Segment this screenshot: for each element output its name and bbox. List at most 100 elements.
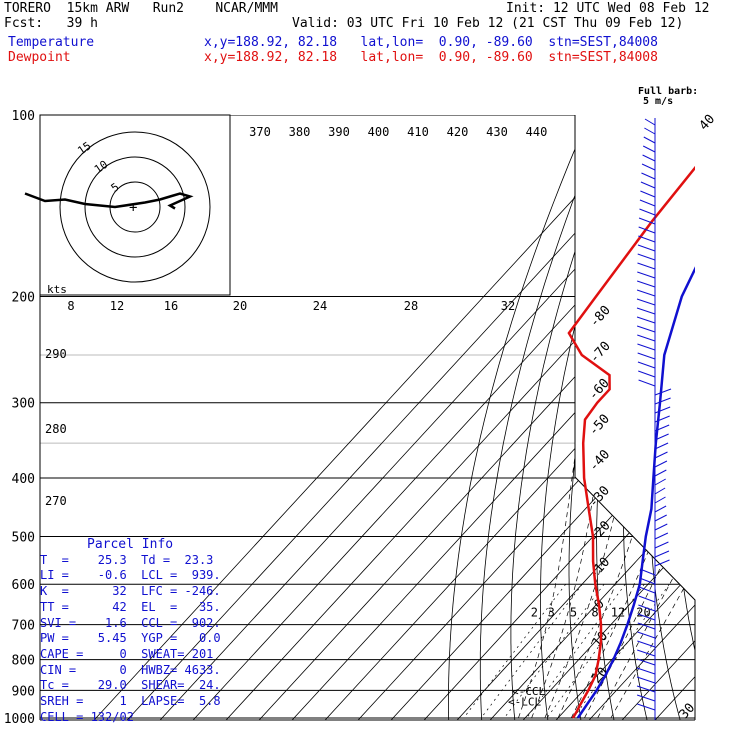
wind-barb: [639, 208, 656, 216]
wind-barb: [637, 622, 656, 630]
moist-adiabat-line: [557, 296, 683, 719]
wind-barb: [636, 298, 656, 306]
wind-barb: [641, 172, 656, 180]
dry-adiabat-line: [510, 115, 624, 720]
mixing-ratio-label: 12: [611, 606, 625, 620]
wind-barb: [654, 478, 666, 486]
theta-e-label: 270: [45, 494, 67, 508]
wind-barb: [637, 649, 656, 657]
parcel-info-row: LI = -0.6 LCL = 939.: [40, 568, 221, 583]
wind-barb: [637, 262, 656, 270]
dry-adiabat-line: [479, 115, 607, 720]
parcel-info-row: SVI = 1.6 CCL = 902.: [40, 615, 221, 630]
wind-barb: [638, 217, 656, 225]
wind-barb: [642, 154, 656, 162]
wind-barb: [638, 226, 656, 234]
hodograph-speed-label: 28: [404, 299, 418, 313]
isotherm-line: [578, 115, 695, 720]
wind-barb: [643, 136, 656, 144]
wind-barb: [639, 577, 656, 585]
pressure-tick-label: 1000: [4, 712, 35, 727]
hodograph-ring-label: 10: [92, 158, 110, 176]
mixing-ratio-line: [480, 583, 583, 719]
isotherm-label: -80: [587, 303, 614, 330]
isotherm-label: 40: [697, 112, 719, 134]
wind-barb: [654, 415, 670, 423]
wind-barb: [636, 676, 656, 684]
wind-barb: [654, 532, 669, 540]
parcel-info-title: Parcel Info: [87, 537, 174, 552]
wind-barb: [641, 163, 656, 171]
wind-barb: [654, 496, 666, 504]
moist-adiabat-line: [518, 296, 606, 719]
isotherm-line: [83, 115, 652, 720]
hodograph-speed-label: 24: [313, 299, 327, 313]
parcel-info-row: CELL = 132/02: [40, 709, 134, 724]
hodograph-ring-label: 15: [75, 139, 93, 157]
dry-adiabat-line: [674, 115, 695, 720]
wind-barb: [654, 442, 669, 450]
mixing-ratio-line: [504, 583, 605, 719]
parcel-info-row: T = 25.3 Td = 23.3: [40, 552, 214, 567]
hodograph-center-mark: +: [129, 200, 137, 216]
isotherm-line: [446, 115, 695, 720]
dewpoint-location-info: x,y=188.92, 82.18 lat,lon= 0.90, -89.60 …: [204, 50, 658, 65]
pressure-tick-label: 300: [12, 397, 35, 412]
theta-label: 420: [447, 125, 469, 139]
lcl-label: <-LCL: [508, 696, 541, 709]
dry-adiabat-line: [540, 115, 642, 720]
isotherm-label: -30: [586, 483, 613, 510]
wind-barb: [637, 334, 656, 342]
moist-adiabat-line: [570, 296, 695, 719]
wind-barb: [654, 424, 670, 432]
wind-barb: [637, 271, 656, 279]
wind-barb: [654, 397, 671, 405]
isotherm-line: [248, 115, 695, 720]
wind-barb: [637, 631, 656, 639]
wind-barb: [638, 595, 656, 603]
wind-barb: [654, 541, 669, 549]
hodograph-ring: [84, 156, 186, 258]
isotherm-label: -40: [586, 447, 613, 474]
temperature-legend: Temperature: [8, 35, 95, 50]
wind-barb: [636, 289, 656, 297]
isotherm-label: -50: [586, 412, 613, 439]
wind-barb: [654, 469, 667, 477]
temperature-trace: [576, 266, 695, 719]
theta-label: 430: [486, 125, 508, 139]
wind-barb: [654, 505, 667, 513]
wind-barb: [637, 613, 656, 621]
wind-barb: [654, 487, 666, 495]
theta-label: 390: [328, 125, 350, 139]
isotherm-line: [215, 115, 695, 720]
isotherm-line: [281, 115, 695, 720]
mixing-ratio-label: 3: [548, 606, 555, 620]
pressure-tick-label: 700: [12, 619, 35, 634]
hodograph-speed-label: 32: [501, 299, 515, 313]
wind-barb: [637, 361, 656, 369]
theta-e-label: 280: [45, 422, 67, 436]
wind-barb: [654, 514, 667, 522]
mixing-ratio-label: 20: [636, 606, 650, 620]
hodograph-ring: [59, 131, 211, 283]
pressure-tick-label: 800: [12, 654, 35, 669]
wind-barb: [637, 244, 656, 252]
wind-barb: [636, 694, 656, 702]
wind-barb: [637, 343, 656, 351]
wind-barb: [654, 559, 670, 567]
moist-adiabat-line: [584, 296, 695, 719]
wind-barb: [640, 181, 656, 189]
wind-barb: [636, 685, 656, 693]
parcel-info-row: CAPE = 0 SWEAT= 201: [40, 646, 214, 661]
mixing-ratio-label: 8: [591, 606, 598, 620]
temperature-location-info: x,y=188.92, 82.18 lat,lon= 0.90, -89.60 …: [204, 35, 658, 50]
barb-legend-value: 5 m/s: [643, 96, 673, 107]
isotherm-line: [545, 115, 695, 720]
isotherm-line: [347, 115, 695, 720]
forecast-hour: Fcst: 39 h: [4, 16, 98, 31]
barb-legend-title: Full barb:: [638, 86, 698, 97]
parcel-info-row: TT = 42 EL = 35.: [40, 599, 221, 614]
isotherm-line: [380, 115, 695, 720]
wind-barb: [636, 280, 656, 288]
wind-barb: [639, 568, 656, 576]
